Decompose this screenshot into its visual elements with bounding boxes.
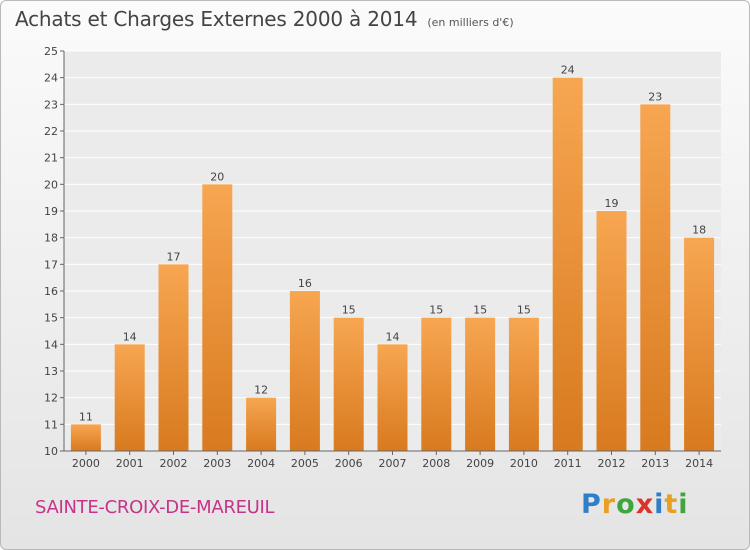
x-tick-label: 2007 — [379, 457, 407, 470]
bar-value-label: 23 — [648, 90, 662, 103]
bar-value-label: 15 — [517, 304, 531, 317]
x-tick-label: 2014 — [685, 457, 713, 470]
bar-value-label: 24 — [561, 64, 575, 77]
x-tick-label: 2002 — [160, 457, 188, 470]
x-tick-label: 2010 — [510, 457, 538, 470]
bar — [421, 317, 452, 451]
proxiti-logo: Proxiti — [581, 489, 689, 520]
y-tick-label: 22 — [44, 125, 58, 138]
x-tick-label: 2008 — [422, 457, 450, 470]
bar — [114, 344, 145, 451]
bar-value-label: 15 — [473, 304, 487, 317]
bar — [202, 184, 233, 452]
bar — [596, 211, 627, 451]
y-tick-label: 20 — [44, 178, 58, 191]
y-tick-label: 24 — [44, 72, 58, 85]
bar — [508, 317, 539, 451]
chart-title: Achats et Charges Externes 2000 à 2014 (e… — [15, 7, 514, 31]
bar — [158, 264, 189, 451]
logo-letter: i — [678, 489, 689, 520]
y-tick-label: 14 — [44, 338, 58, 351]
bar-value-label: 15 — [429, 304, 443, 317]
y-tick-label: 25 — [44, 45, 58, 58]
x-tick-label: 2005 — [291, 457, 319, 470]
y-tick-label: 19 — [44, 205, 58, 218]
y-tick-label: 11 — [44, 418, 58, 431]
logo-letter: t — [664, 489, 679, 520]
bar-value-label: 18 — [692, 224, 706, 237]
bar — [70, 424, 101, 451]
bar-value-label: 17 — [167, 250, 181, 263]
y-tick-label: 16 — [44, 285, 58, 298]
bar-value-label: 14 — [123, 330, 137, 343]
x-tick-label: 2004 — [247, 457, 275, 470]
bar — [465, 317, 496, 451]
bar-value-label: 11 — [79, 410, 93, 423]
y-tick-label: 12 — [44, 392, 58, 405]
bar — [289, 291, 320, 451]
bar-value-label: 14 — [386, 330, 400, 343]
bar-value-label: 16 — [298, 277, 312, 290]
logo-letter: x — [635, 489, 655, 520]
x-tick-label: 2012 — [598, 457, 626, 470]
y-tick-label: 21 — [44, 152, 58, 165]
commune-name: SAINTE-CROIX-DE-MAREUIL — [35, 497, 275, 518]
logo-letter: i — [654, 489, 665, 520]
y-tick-label: 13 — [44, 365, 58, 378]
bar — [552, 77, 583, 452]
y-tick-label: 10 — [44, 445, 58, 458]
x-tick-label: 2001 — [116, 457, 144, 470]
x-tick-label: 2009 — [466, 457, 494, 470]
bar-value-label: 19 — [605, 197, 619, 210]
y-tick-label: 17 — [44, 258, 58, 271]
y-tick-label: 23 — [44, 98, 58, 111]
bar-value-label: 15 — [342, 304, 356, 317]
x-tick-label: 2000 — [72, 457, 100, 470]
chart-title-unit: (en milliers d'€) — [427, 16, 514, 29]
bar — [640, 104, 671, 451]
y-tick-label: 15 — [44, 312, 58, 325]
logo-letter: o — [616, 489, 636, 520]
bar — [684, 237, 715, 451]
x-tick-label: 2013 — [641, 457, 669, 470]
x-tick-label: 2003 — [203, 457, 231, 470]
chart-title-main: Achats et Charges Externes 2000 à 2014 — [15, 7, 418, 31]
x-tick-label: 2006 — [335, 457, 363, 470]
y-tick-label: 18 — [44, 232, 58, 245]
x-tick-label: 2011 — [554, 457, 582, 470]
bar — [377, 344, 408, 451]
bar — [333, 317, 364, 451]
bar-value-label: 20 — [210, 170, 224, 183]
logo-letter: P — [581, 489, 602, 520]
bar-value-label: 12 — [254, 384, 268, 397]
bar — [246, 397, 277, 451]
logo-letter: r — [601, 489, 617, 520]
